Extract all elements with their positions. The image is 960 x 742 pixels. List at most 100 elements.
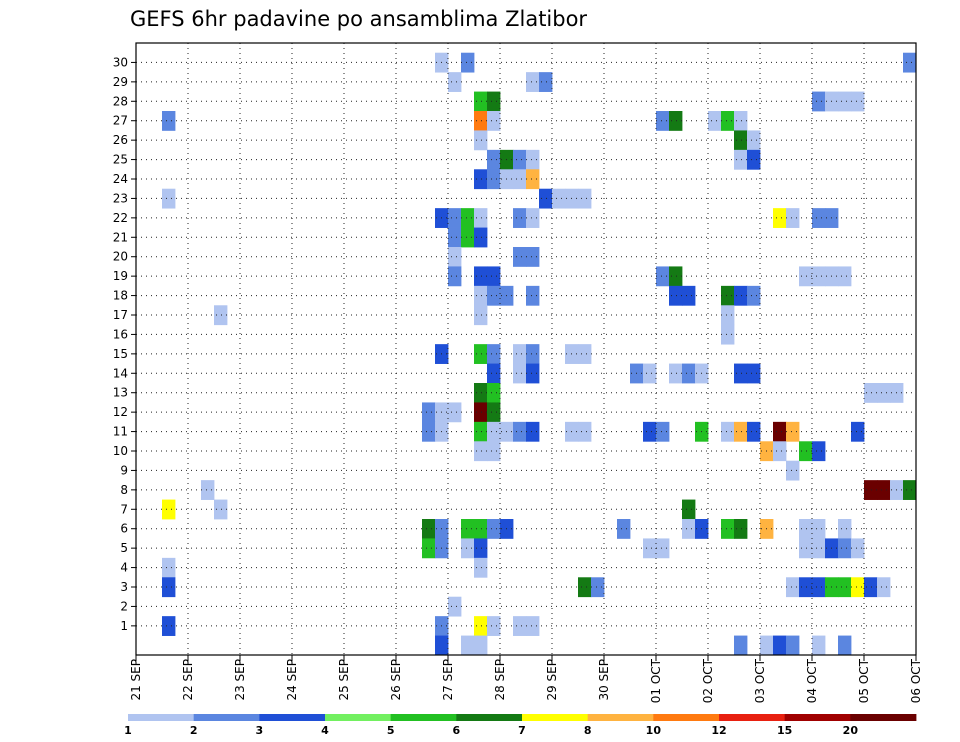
data-cell [474,383,488,403]
data-cell [162,499,176,520]
y-tick-label: 25 [113,153,128,167]
y-tick-label: 28 [113,94,128,108]
data-cell [786,421,800,442]
data-cell [682,519,696,539]
data-cell [734,130,748,151]
data-cell [487,111,501,131]
data-cell [513,344,527,364]
data-cell [721,519,735,539]
data-cell [448,402,462,423]
data-cell [799,577,813,598]
data-cell [474,285,488,306]
data-cell [669,266,683,287]
color-legend: 1 2 3 4 5 6 7 8 10 12 15 20 [124,714,917,737]
data-cell [851,421,865,442]
data-cell [474,208,488,228]
data-cell [851,91,865,112]
legend-swatch [522,714,589,721]
x-tick-label: 30 SEP [597,659,611,701]
plot-frame [135,42,917,656]
data-cell [773,635,787,656]
data-cell [773,441,787,462]
y-tick-label: 5 [120,541,128,555]
x-tick-label: 29 SEP [545,659,559,701]
data-cell [474,130,488,151]
data-cell [721,324,735,345]
data-cell [877,480,891,500]
data-cell [773,421,787,442]
x-tick-label: 21 SEP [129,659,143,701]
data-cell [760,635,774,656]
legend-label: 8 [584,724,592,737]
data-cell [617,519,631,539]
data-cell [461,538,475,559]
data-cell [734,149,748,170]
data-cell [799,538,813,559]
data-cell [903,52,917,73]
data-cell [162,616,176,636]
data-cell [513,616,527,636]
data-cell [487,519,501,539]
data-cell [487,441,501,462]
data-cell [721,421,735,442]
data-cell [864,480,878,500]
data-cell [812,577,826,598]
legend-label: 1 [124,724,132,737]
y-tick-label: 24 [113,172,128,186]
data-cell [526,285,540,306]
data-cell [838,538,852,559]
data-cell [162,188,176,209]
data-cell [734,285,748,306]
data-cell [708,111,722,131]
x-axis: 21 SEP 22 SEP 23 SEP 24 SEP 25 SEP 26 SEP 27 S… [129,655,923,703]
data-cell [838,577,852,598]
x-tick-label: 01 OCT [649,658,663,703]
data-cell [214,499,228,520]
y-tick-label: 22 [113,211,128,225]
data-cell [838,635,852,656]
data-cell [864,383,878,403]
data-cell [656,538,670,559]
x-tick-label: 27 SEP [441,659,455,701]
y-tick-label: 15 [113,347,128,361]
legend-label: 4 [321,724,329,737]
x-tick-label: 28 SEP [493,659,507,701]
y-tick-label: 10 [113,444,128,458]
data-cell [422,519,436,539]
data-cell [526,208,540,228]
data-cell [422,421,436,442]
data-cell [487,266,501,287]
y-tick-label: 2 [120,599,128,613]
x-tick-label: 25 SEP [337,659,351,701]
legend-swatch [259,714,326,721]
legend-label: 10 [646,724,662,737]
y-tick-label: 18 [113,289,128,303]
y-tick-label: 6 [120,522,128,536]
data-cell [877,383,891,403]
data-cell [487,402,501,423]
data-cell [526,363,540,384]
y-tick-label: 20 [113,250,128,264]
y-tick-label: 14 [113,366,128,380]
data-cell [474,305,488,326]
data-cell [786,577,800,598]
data-cell [812,91,826,112]
data-cell [682,499,696,520]
y-tick-label: 7 [120,502,128,516]
data-cell [526,421,540,442]
legend-label: 6 [453,724,461,737]
data-cell [448,208,462,228]
y-tick-label: 21 [113,230,128,244]
y-tick-label: 23 [113,191,128,205]
data-cell [474,169,488,190]
data-cell [682,285,696,306]
data-cell [487,169,501,190]
data-cell [669,363,683,384]
data-cell [487,421,501,442]
data-cell [461,227,475,248]
data-cell [812,538,826,559]
data-cell [838,519,852,539]
x-tick-label: 23 SEP [233,659,247,701]
y-tick-label: 27 [113,114,128,128]
